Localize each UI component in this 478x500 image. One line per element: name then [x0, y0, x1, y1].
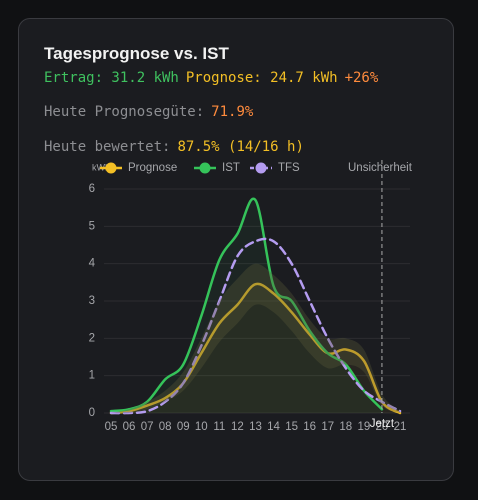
legend-dot: [199, 162, 211, 174]
legend-item: IST: [194, 162, 240, 174]
legend-dot: [105, 162, 117, 174]
x-tick-label: 05: [105, 421, 118, 433]
x-tick-label: 15: [285, 421, 298, 433]
y-tick-label: 2: [89, 332, 95, 344]
y-tick-label: 0: [89, 407, 95, 419]
x-tick-label: 16: [303, 421, 316, 433]
x-tick-label: 09: [177, 421, 190, 433]
x-tick-label: 14: [267, 421, 280, 433]
x-tick-label: 13: [249, 421, 262, 433]
y-tick-label: 5: [89, 220, 95, 232]
x-tick-label: 06: [123, 421, 136, 433]
rated-value: 87.5% (14/16 h): [177, 139, 304, 155]
x-tick-label: 20: [376, 421, 389, 433]
uncertainty-band: [111, 263, 400, 414]
legend-item: TFS: [250, 162, 300, 174]
y-tick-label: 6: [89, 183, 95, 195]
series-line: [109, 197, 384, 413]
legend-item: Unsicherheit: [348, 162, 413, 174]
series-line: [109, 237, 402, 415]
series-area: [111, 198, 382, 413]
x-tick-label: 10: [195, 421, 208, 433]
y-tick-label: 3: [89, 295, 95, 307]
summary-line: Ertrag: 31.2 kWh Prognose: 24.7 kWh +26%: [44, 70, 378, 86]
yield: Ertrag: 31.2 kWh: [44, 70, 179, 86]
quality-line: Heute Prognosegüte: 71.9%: [44, 104, 253, 120]
legend-dot: [255, 162, 267, 174]
legend-label: IST: [222, 162, 240, 174]
x-tick-label: 17: [321, 421, 334, 433]
quality-label: Heute Prognosegüte:: [44, 104, 205, 120]
legend-label: TFS: [278, 162, 300, 174]
forecast: Prognose: 24.7 kWh: [185, 70, 338, 86]
rated-line: Heute bewertet: 87.5% (14/16 h): [44, 139, 304, 155]
delta: +26%: [344, 70, 379, 86]
card: [18, 18, 454, 481]
y-tick-label: 4: [89, 258, 96, 270]
x-tick-label: 11: [213, 421, 225, 433]
y-tick-label: 1: [89, 370, 95, 382]
series-area: [111, 283, 400, 413]
x-tick-label: 07: [141, 421, 154, 433]
x-tick-label: 18: [339, 421, 352, 433]
x-tick-label: 19: [357, 421, 370, 433]
legend-item: Prognose: [100, 162, 177, 174]
legend-label: Unsicherheit: [348, 162, 413, 174]
legend-label: Prognose: [128, 162, 177, 174]
quality-value: 71.9%: [211, 104, 254, 120]
series-line: [109, 282, 402, 415]
x-tick-label: 08: [159, 421, 172, 433]
x-tick-label: 12: [231, 421, 244, 433]
now-label: Jetzt: [370, 418, 395, 430]
card-title: Tagesprognose vs. IST: [44, 44, 229, 63]
x-tick-label: 21: [394, 421, 407, 433]
rated-label: Heute bewertet:: [44, 139, 171, 155]
